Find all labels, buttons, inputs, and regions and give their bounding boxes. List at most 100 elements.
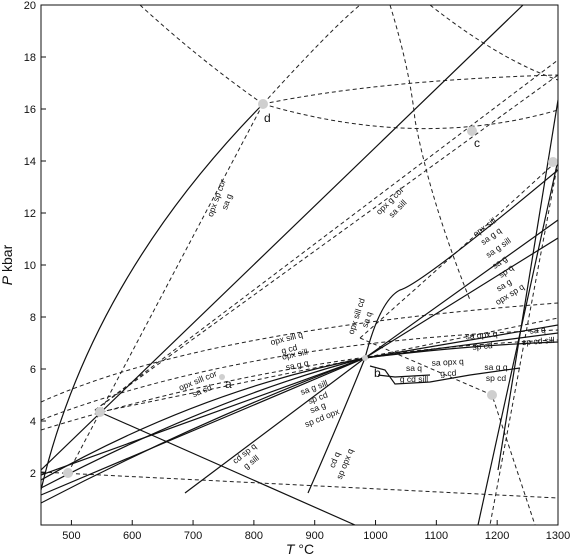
invariant-point-d-marker — [258, 99, 268, 109]
dashed-curve — [41, 471, 558, 499]
invariant-point-b-marker — [362, 355, 368, 361]
y-tick-label: 18 — [24, 52, 36, 64]
invariant-markers — [63, 99, 558, 478]
reaction-label-bottom: sa g q — [285, 358, 310, 373]
x-axis-unit: °C — [298, 541, 314, 557]
solid-curve — [364, 169, 558, 359]
invariant-label-a: a — [225, 377, 232, 391]
reaction-label: sa g opx sp q — [493, 276, 526, 307]
dashed-curve — [67, 103, 264, 474]
reaction-label: sa opx q sp cd — [465, 329, 498, 352]
invariant-point-marker — [548, 157, 558, 167]
solid-curve — [477, 159, 558, 525]
reaction-label-bottom: g cd — [280, 342, 298, 356]
invariant-point-marker — [487, 390, 497, 400]
solid-curve — [364, 237, 558, 359]
reaction-label-top: sa q — [529, 324, 546, 335]
reaction-label: sa opx q g cd — [431, 356, 464, 378]
y-tick-label: 16 — [24, 104, 36, 116]
dashed-curve — [94, 59, 558, 411]
solid-curve — [41, 357, 366, 504]
dashed-curve — [41, 302, 558, 403]
reaction-label-top: sa opx q — [465, 329, 498, 342]
reaction-label: sa q g cd sill — [400, 363, 428, 384]
reaction-label-top: sa opx q — [431, 356, 464, 368]
x-tick-label: 700 — [184, 530, 202, 542]
x-tick-label: 1000 — [363, 530, 387, 542]
solid-curve — [41, 357, 366, 476]
x-tick-label: 900 — [306, 530, 324, 542]
x-axis-var: T — [286, 541, 296, 557]
solid-curve — [364, 219, 558, 359]
dashed-curve — [262, 74, 558, 105]
reaction-label: sa g sp cd opx — [303, 400, 341, 429]
y-tick-label: 20 — [24, 0, 36, 12]
reaction-label-bottom: g cd sill — [400, 374, 428, 384]
dashed-curve — [41, 329, 558, 421]
y-axis-ticks: 2 4 6 8 10 12 14 16 18 20 — [24, 0, 46, 480]
reaction-label-bottom: sa q — [360, 310, 375, 329]
solid-curve — [41, 5, 524, 471]
solid-curve — [369, 365, 521, 385]
invariant-label-d: d — [264, 111, 271, 125]
y-tick-label: 14 — [24, 156, 36, 168]
dashed-curve — [94, 74, 558, 411]
dashed-curve — [389, 5, 471, 301]
reaction-label-top: sa q — [406, 363, 422, 373]
y-tick-label: 12 — [24, 208, 36, 220]
invariant-point-a-marker — [219, 374, 225, 380]
reaction-label-bottom: sp cd — [486, 373, 507, 383]
reaction-label: cd sp q g sill — [230, 441, 261, 471]
reaction-labels: opx sp cor sa g opx g cor sa sill opx si… — [177, 178, 555, 481]
y-tick-label: 4 — [30, 416, 36, 428]
solid-curve — [497, 99, 558, 471]
dashed-curve — [41, 339, 558, 431]
reaction-curves — [41, 5, 558, 525]
x-axis-ticks: 500 600 700 800 900 1000 1100 1200 1300 — [62, 520, 570, 542]
y-axis-unit: kbar — [0, 244, 15, 272]
reaction-label-top: sa g q — [484, 362, 507, 372]
dashed-curve — [429, 5, 558, 81]
y-tick-label: 6 — [30, 364, 36, 376]
reaction-label: sa g q sp cd — [484, 362, 507, 383]
reaction-label: opx g cor sa sill — [374, 185, 409, 220]
invariant-label-c: c — [474, 136, 480, 150]
solid-curve — [94, 409, 356, 525]
solid-curve — [41, 357, 366, 489]
y-tick-label: 8 — [30, 312, 36, 324]
stable-curves — [41, 5, 558, 525]
solid-curve — [364, 341, 558, 359]
dashed-curve — [139, 5, 264, 105]
y-tick-label: 2 — [30, 468, 36, 480]
invariant-label-b: b — [374, 366, 381, 380]
dashed-curve — [99, 317, 558, 413]
solid-curve — [41, 357, 366, 496]
invariant-point-c-marker — [467, 126, 477, 136]
invariant-point-marker — [63, 468, 73, 478]
reaction-label: sa q sp cd sill — [522, 324, 555, 347]
solid-curve — [41, 103, 264, 491]
dashed-curve — [262, 103, 558, 130]
reaction-label-bottom: sp cd — [472, 340, 493, 352]
reaction-label: opx sill sa g q — [281, 347, 310, 373]
x-tick-label: 1200 — [485, 530, 509, 542]
solid-curve — [184, 357, 366, 494]
solid-curve — [364, 324, 558, 359]
x-tick-label: 1300 — [546, 530, 570, 542]
solid-curve — [41, 357, 366, 481]
reaction-label: cd q sp opx q — [327, 447, 356, 481]
solid-curve — [377, 374, 431, 378]
reaction-label: opx sp cor sa g — [205, 178, 234, 218]
x-tick-label: 500 — [62, 530, 80, 542]
invariant-point-labels: a b c d — [225, 111, 480, 391]
reaction-label: opx sill cor sa cd — [177, 368, 218, 399]
reaction-label-bottom: sp cd sill — [522, 335, 555, 347]
y-axis-title: P kbar — [0, 244, 15, 285]
x-tick-label: 800 — [245, 530, 263, 542]
invariant-point-marker — [95, 407, 105, 417]
x-axis-title: T °C — [286, 541, 314, 557]
solid-curve — [307, 357, 366, 494]
x-tick-label: 1100 — [425, 530, 449, 542]
